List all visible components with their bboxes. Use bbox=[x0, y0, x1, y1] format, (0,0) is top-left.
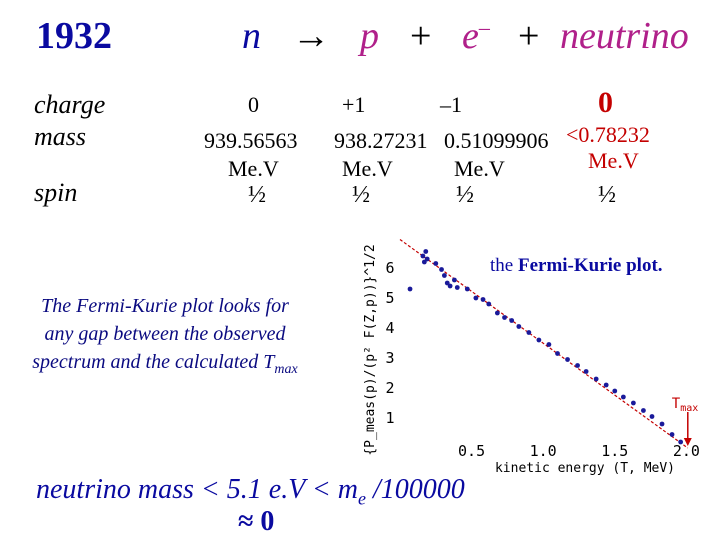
neutrino-mass: <0.78232 bbox=[566, 122, 650, 147]
data-point bbox=[452, 277, 457, 283]
tmax-arrowhead bbox=[683, 438, 692, 446]
fermi-kurie-chart: {P_meas(p)/(p² F(Z,p))}^1/2 1 2 3 4 5 6 0.5 1.… bbox=[363, 239, 700, 476]
neutrino-spin: ½ bbox=[598, 182, 616, 208]
data-point bbox=[555, 351, 560, 356]
data-point bbox=[669, 432, 675, 437]
data-point bbox=[420, 253, 426, 259]
y-tick-label: 5 bbox=[385, 289, 394, 307]
neutron-mass-unit: Me.V bbox=[228, 156, 279, 181]
data-point bbox=[593, 376, 599, 382]
proton-charge: +1 bbox=[342, 92, 366, 117]
data-point bbox=[473, 295, 479, 301]
data-point bbox=[509, 318, 515, 323]
data-point bbox=[516, 324, 522, 329]
data-point bbox=[423, 249, 429, 254]
data-point bbox=[565, 357, 570, 362]
y-tick-label: 3 bbox=[385, 349, 394, 367]
mass-label: mass bbox=[34, 122, 87, 151]
proton-mass: 938.27231 bbox=[334, 128, 428, 153]
plot-title: the Fermi-Kurie plot. bbox=[490, 255, 663, 276]
fit-line bbox=[399, 239, 689, 449]
plus-sign-2: + bbox=[518, 15, 540, 57]
data-point bbox=[603, 382, 609, 388]
data-point bbox=[407, 286, 413, 292]
approx-zero: ≈ 0 bbox=[238, 506, 275, 537]
electron-charge: –1 bbox=[440, 92, 462, 117]
plus-sign-1: + bbox=[410, 15, 432, 57]
neutron-spin: ½ bbox=[248, 182, 266, 208]
neutron-symbol: n bbox=[242, 15, 261, 57]
y-tick-label: 1 bbox=[385, 409, 394, 427]
y-axis-label: {P_meas(p)/(p² F(Z,p))}^1/2 bbox=[363, 244, 378, 455]
data-point bbox=[421, 259, 427, 265]
data-point bbox=[649, 414, 655, 419]
data-point bbox=[454, 285, 460, 290]
data-point bbox=[526, 330, 532, 335]
neutron-mass: 939.56563 bbox=[204, 128, 298, 153]
neutrino-word: neutrino bbox=[560, 15, 689, 57]
neutrino-mass-unit: Me.V bbox=[588, 148, 639, 173]
data-point bbox=[583, 369, 589, 374]
data-point bbox=[536, 337, 542, 343]
data-point bbox=[494, 310, 500, 316]
electron-mass-unit: Me.V bbox=[454, 156, 505, 181]
proton-mass-unit: Me.V bbox=[342, 156, 393, 181]
proton-symbol: p bbox=[360, 15, 379, 57]
x-tick-label: 2.0 bbox=[673, 442, 700, 460]
data-point bbox=[612, 388, 618, 394]
y-tick-label: 4 bbox=[385, 319, 394, 337]
neutrino-charge: 0 bbox=[598, 86, 613, 119]
electron-symbol: e– bbox=[462, 14, 490, 57]
data-point bbox=[444, 280, 450, 286]
y-tick-label: 6 bbox=[385, 259, 394, 277]
y-tick-label: 2 bbox=[385, 379, 394, 397]
arrow-symbol: → bbox=[292, 15, 330, 57]
neutron-charge: 0 bbox=[248, 92, 259, 117]
data-point bbox=[620, 394, 626, 400]
charge-label: charge bbox=[34, 90, 106, 119]
tmax-label: Tmax bbox=[672, 396, 699, 414]
electron-mass: 0.51099906 bbox=[444, 128, 549, 153]
x-tick-label: 1.5 bbox=[601, 442, 628, 460]
data-point bbox=[441, 273, 447, 278]
data-point bbox=[575, 363, 580, 368]
data-point bbox=[486, 301, 492, 307]
electron-spin: ½ bbox=[456, 182, 474, 208]
data-point bbox=[433, 261, 439, 266]
data-point bbox=[659, 421, 665, 427]
data-point bbox=[678, 439, 684, 445]
svg-text:{P_meas(p)/(p² F(Z,p))}^1/2: {P_meas(p)/(p² F(Z,p))}^1/2 bbox=[363, 244, 378, 455]
x-tick-label: 0.5 bbox=[458, 442, 485, 460]
data-point bbox=[502, 315, 507, 320]
year-title: 1932 bbox=[36, 15, 112, 57]
data-point bbox=[641, 408, 646, 413]
x-axis-label: kinetic energy (T, MeV) bbox=[495, 461, 675, 476]
data-point bbox=[447, 283, 453, 289]
x-tick-label: 1.0 bbox=[530, 442, 557, 460]
fermi-kurie-note: The Fermi-Kurie plot looks for any gap b… bbox=[32, 295, 298, 377]
spin-label: spin bbox=[34, 178, 78, 207]
neutrino-mass-conclusion: neutrino mass < 5.1 e.V < me /100000 bbox=[36, 474, 465, 509]
data-point bbox=[464, 286, 470, 292]
data-point bbox=[424, 256, 430, 262]
proton-spin: ½ bbox=[352, 182, 370, 208]
data-point bbox=[439, 267, 444, 272]
data-point bbox=[630, 400, 636, 406]
data-point bbox=[480, 297, 486, 302]
data-point bbox=[546, 342, 552, 347]
